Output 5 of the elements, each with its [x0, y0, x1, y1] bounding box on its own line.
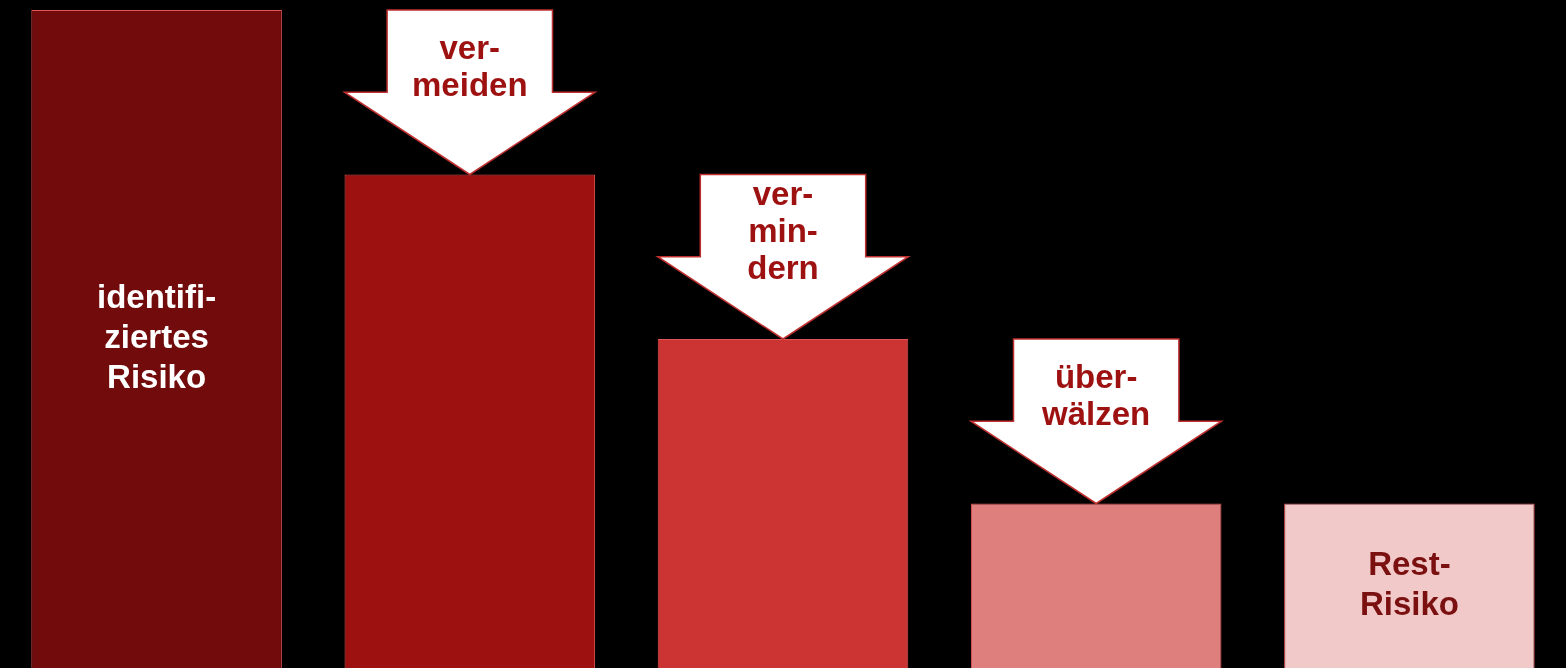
- annotation: ver- meiden: [411, 28, 529, 103]
- x-tick-label: identifi- ziertes Risiko: [97, 278, 217, 396]
- x-tick-label: Rest- Risiko: [1359, 544, 1459, 622]
- annotation: über- wälzen: [1041, 357, 1152, 432]
- annotation: ver- min- dern: [746, 174, 820, 286]
